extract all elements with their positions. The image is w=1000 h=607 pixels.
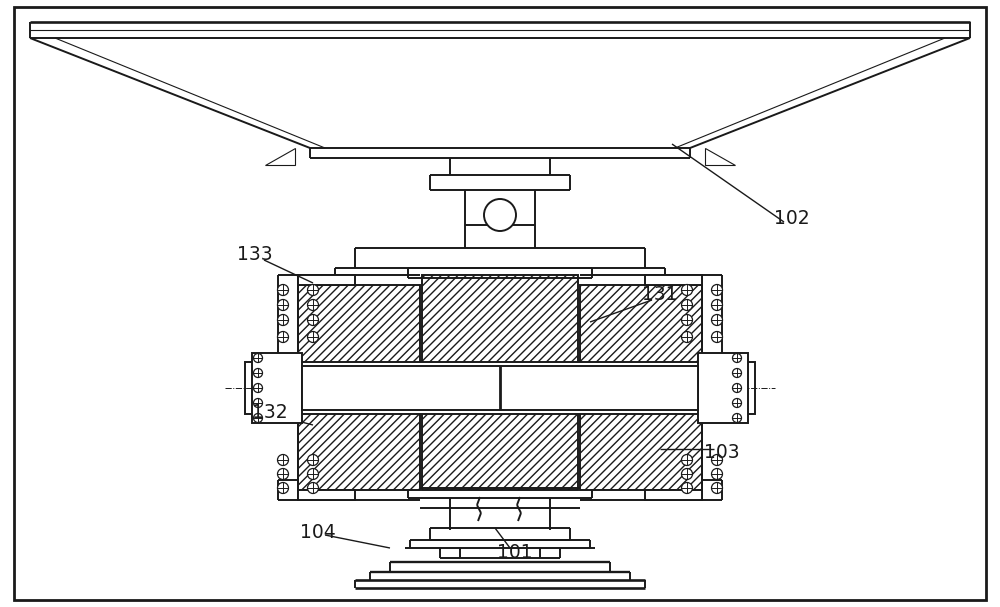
Text: 102: 102	[774, 208, 810, 228]
Bar	[298, 285, 420, 375]
Circle shape	[682, 299, 692, 311]
Bar	[698, 353, 748, 423]
Circle shape	[278, 299, 288, 311]
Text: 101: 101	[497, 543, 533, 563]
Polygon shape	[298, 490, 355, 500]
Circle shape	[682, 331, 692, 342]
Circle shape	[732, 413, 742, 422]
Circle shape	[278, 469, 288, 480]
Polygon shape	[705, 148, 735, 165]
Circle shape	[682, 469, 692, 480]
Polygon shape	[645, 275, 702, 285]
Polygon shape	[298, 275, 355, 285]
Text: 131: 131	[642, 285, 678, 305]
Circle shape	[732, 384, 742, 393]
Circle shape	[254, 384, 262, 393]
Bar	[580, 285, 702, 375]
Circle shape	[682, 483, 692, 493]
Circle shape	[308, 331, 318, 342]
Circle shape	[254, 368, 262, 378]
Circle shape	[732, 368, 742, 378]
Circle shape	[308, 285, 318, 296]
Bar	[302, 366, 698, 410]
Circle shape	[712, 483, 722, 493]
Circle shape	[712, 455, 722, 466]
Circle shape	[682, 314, 692, 325]
Circle shape	[308, 483, 318, 493]
Text: 132: 132	[252, 402, 288, 421]
Bar	[422, 275, 578, 490]
Circle shape	[732, 399, 742, 407]
Polygon shape	[645, 490, 702, 500]
Text: 133: 133	[237, 245, 273, 265]
Text: 104: 104	[300, 523, 336, 541]
Circle shape	[308, 299, 318, 311]
Circle shape	[712, 331, 722, 342]
Circle shape	[278, 314, 288, 325]
Circle shape	[484, 199, 516, 231]
Bar	[298, 400, 420, 490]
Circle shape	[712, 314, 722, 325]
Circle shape	[254, 353, 262, 362]
Circle shape	[308, 455, 318, 466]
Circle shape	[712, 285, 722, 296]
Text: 103: 103	[704, 443, 740, 461]
Circle shape	[278, 285, 288, 296]
Circle shape	[254, 399, 262, 407]
Circle shape	[308, 314, 318, 325]
Circle shape	[278, 331, 288, 342]
Polygon shape	[265, 148, 295, 165]
Circle shape	[278, 483, 288, 493]
Bar	[580, 400, 702, 490]
Circle shape	[278, 455, 288, 466]
Circle shape	[732, 353, 742, 362]
Circle shape	[308, 469, 318, 480]
Bar	[245, 362, 755, 414]
Circle shape	[712, 299, 722, 311]
Circle shape	[712, 469, 722, 480]
Bar	[252, 353, 302, 423]
Circle shape	[254, 413, 262, 422]
Circle shape	[682, 285, 692, 296]
Circle shape	[682, 455, 692, 466]
